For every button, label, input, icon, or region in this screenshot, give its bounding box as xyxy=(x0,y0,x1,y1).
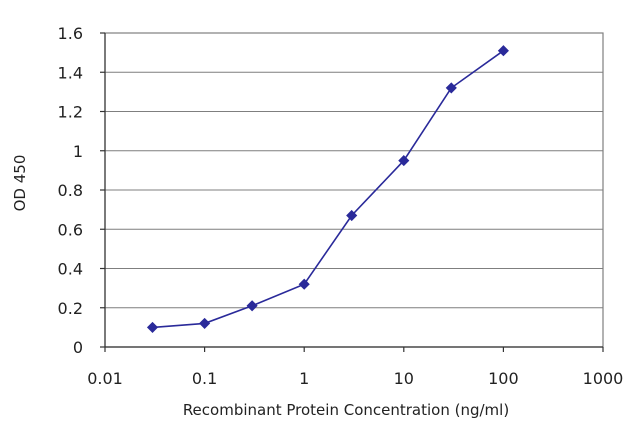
y-axis-ticks: 0 0.2 0.4 0.6 0.8 1 1.2 1.4 1.6 xyxy=(58,24,105,357)
data-point xyxy=(398,155,410,167)
y-tick-label: 0.6 xyxy=(58,220,83,239)
data-point xyxy=(497,45,509,57)
y-tick-label: 1.6 xyxy=(58,24,83,43)
x-axis-ticks: 0.01 0.1 1 10 100 1000 xyxy=(87,347,623,388)
y-axis-title: OD 450 xyxy=(11,155,29,212)
series-line xyxy=(152,50,504,329)
x-tick-label: 0.1 xyxy=(192,369,217,388)
x-tick-label: 1000 xyxy=(583,369,624,388)
y-tick-label: 0.8 xyxy=(58,181,83,200)
y-tick-label: 1.4 xyxy=(58,63,83,82)
x-tick-label: 1 xyxy=(299,369,309,388)
x-tick-label: 100 xyxy=(488,369,519,388)
y-tick-label: 1.2 xyxy=(58,103,83,122)
y-tick-label: 0.4 xyxy=(58,260,83,279)
x-tick-label: 10 xyxy=(394,369,414,388)
y-tick-label: 0 xyxy=(73,338,83,357)
data-point xyxy=(199,317,211,329)
grid-lines xyxy=(105,32,603,309)
data-point xyxy=(298,278,310,290)
y-tick-label: 1 xyxy=(73,142,83,161)
data-point xyxy=(346,209,358,222)
x-axis-title: Recombinant Protein Concentration (ng/ml… xyxy=(183,401,509,419)
x-tick-label: 0.01 xyxy=(87,369,123,388)
y-tick-label: 0.2 xyxy=(58,299,83,318)
data-point xyxy=(246,300,258,312)
data-point xyxy=(445,82,457,94)
data-series xyxy=(146,45,509,333)
data-point xyxy=(146,321,159,333)
